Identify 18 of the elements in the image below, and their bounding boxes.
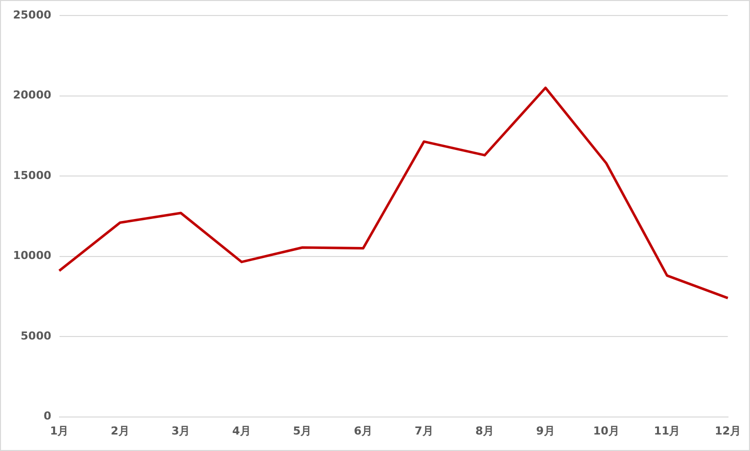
y-tick-label: 10000 — [12, 249, 52, 262]
y-tick-label: 15000 — [12, 168, 52, 182]
x-tick-label: 7月 — [414, 424, 434, 438]
x-tick-label: 5月 — [293, 424, 312, 438]
x-tick-label: 1月 — [50, 424, 69, 438]
x-tick-label: 6月 — [354, 424, 372, 438]
x-tick-label: 12月 — [714, 424, 741, 438]
x-tick-label: 10月 — [593, 424, 620, 438]
x-tick-label: 8月 — [475, 424, 494, 438]
x-tick-label: 3月 — [172, 424, 190, 438]
y-tick-label: 0 — [44, 410, 52, 423]
x-tick-label: 9月 — [536, 424, 555, 438]
y-tick-label: 5000 — [20, 329, 52, 342]
y-tick-label: 20000 — [12, 88, 52, 102]
x-tick-label: 4月 — [232, 424, 251, 438]
y-tick-label: 25000 — [12, 8, 52, 22]
x-tick-label: 11月 — [654, 424, 680, 438]
x-tick-label: 2月 — [110, 424, 130, 438]
